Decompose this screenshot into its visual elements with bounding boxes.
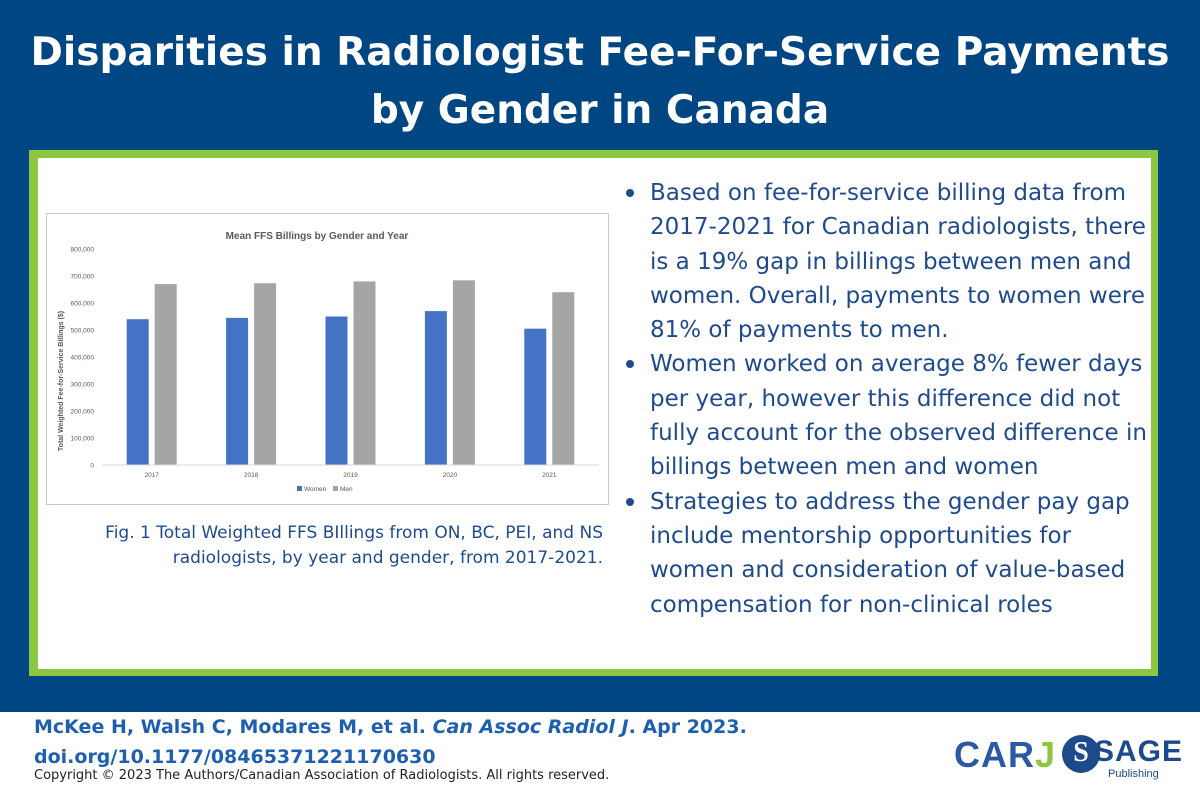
title-line-2: by Gender in Canada	[370, 88, 830, 133]
bar-men-2021	[552, 292, 575, 465]
bar-women-2018	[226, 317, 249, 465]
y-tick-label: 700,000	[71, 274, 95, 281]
carj-logo-j: J	[1035, 734, 1057, 775]
key-points-list: Based on fee-for-service billing data fr…	[620, 176, 1155, 622]
bar-chart: Mean FFS Billings by Gender and Year Tot…	[58, 231, 599, 493]
legend-swatch-women	[297, 486, 302, 491]
bar-men-2019	[353, 281, 376, 465]
sage-subtitle: Publishing	[1108, 768, 1159, 780]
y-tick-label: 100,000	[71, 436, 95, 443]
x-tick-label: 2021	[542, 472, 557, 479]
sage-circle-icon: S	[1062, 735, 1100, 773]
bar-women-2020	[424, 311, 447, 465]
sage-wordmark: SAGE	[1094, 735, 1184, 768]
bullet-dot-icon	[626, 497, 634, 506]
y-tick-label: 600,000	[71, 301, 95, 308]
bullet-text: Strategies to address the gender pay gap…	[650, 488, 1130, 618]
bar-men-2018	[254, 283, 277, 465]
bar-men-2017	[154, 284, 177, 465]
bullet-point-1: Based on fee-for-service billing data fr…	[620, 176, 1155, 347]
bullet-point-3: Strategies to address the gender pay gap…	[620, 485, 1155, 622]
bar-women-2019	[325, 316, 348, 465]
bullet-point-2: Women worked on average 8% fewer days pe…	[620, 347, 1155, 484]
title-line-1: Disparities in Radiologist Fee-For-Servi…	[30, 30, 1170, 75]
y-tick-label: 300,000	[71, 382, 95, 389]
figure-caption: Fig. 1 Total Weighted FFS BIllings from …	[105, 523, 603, 568]
y-tick-label: 800,000	[71, 247, 95, 254]
bullet-dot-icon	[626, 360, 634, 369]
legend-label-women: Women	[304, 486, 327, 493]
citation: McKee H, Walsh C, Modares M, et al. Can …	[34, 712, 747, 772]
page-title: Disparities in Radiologist Fee-For-Servi…	[30, 24, 1170, 140]
chart-title: Mean FFS Billings by Gender and Year	[226, 231, 409, 242]
bar-men-2020	[452, 280, 475, 465]
y-axis-label: Total Weighted Fee-for-Service Billings …	[58, 311, 65, 451]
x-tick-label: 2020	[443, 472, 458, 479]
citation-doi[interactable]: doi.org/10.1177/08465371221170630	[34, 746, 436, 768]
chart-container: Mean FFS Billings by Gender and Year Tot…	[46, 213, 609, 505]
x-tick-label: 2019	[343, 472, 358, 479]
bullet-text: Women worked on average 8% fewer days pe…	[650, 351, 1147, 481]
bar-women-2017	[126, 319, 149, 465]
legend-swatch-men	[333, 486, 338, 491]
sage-logo: S SAGE Publishing	[1062, 735, 1192, 780]
carj-logo-main: CAR	[954, 734, 1035, 775]
citation-authors: McKee H, Walsh C, Modares M, et al.	[34, 716, 426, 738]
y-tick-label: 0	[90, 463, 94, 470]
legend-label-men: Men	[340, 486, 353, 493]
y-tick-label: 200,000	[71, 409, 95, 416]
copyright-notice: Copyright © 2023 The Authors/Canadian As…	[34, 768, 610, 783]
y-tick-label: 500,000	[71, 328, 95, 335]
bullet-dot-icon	[626, 189, 634, 197]
citation-journal: Can Assoc Radiol J	[432, 716, 629, 738]
y-tick-label: 400,000	[71, 355, 95, 362]
x-tick-label: 2018	[244, 472, 259, 479]
bar-women-2021	[524, 328, 547, 465]
x-tick-label: 2017	[144, 472, 159, 479]
carj-logo: CARJ	[954, 734, 1056, 776]
citation-date: . Apr 2023.	[628, 716, 747, 738]
bullet-text: Based on fee-for-service billing data fr…	[650, 180, 1146, 344]
citation-line: McKee H, Walsh C, Modares M, et al. Can …	[34, 712, 747, 742]
